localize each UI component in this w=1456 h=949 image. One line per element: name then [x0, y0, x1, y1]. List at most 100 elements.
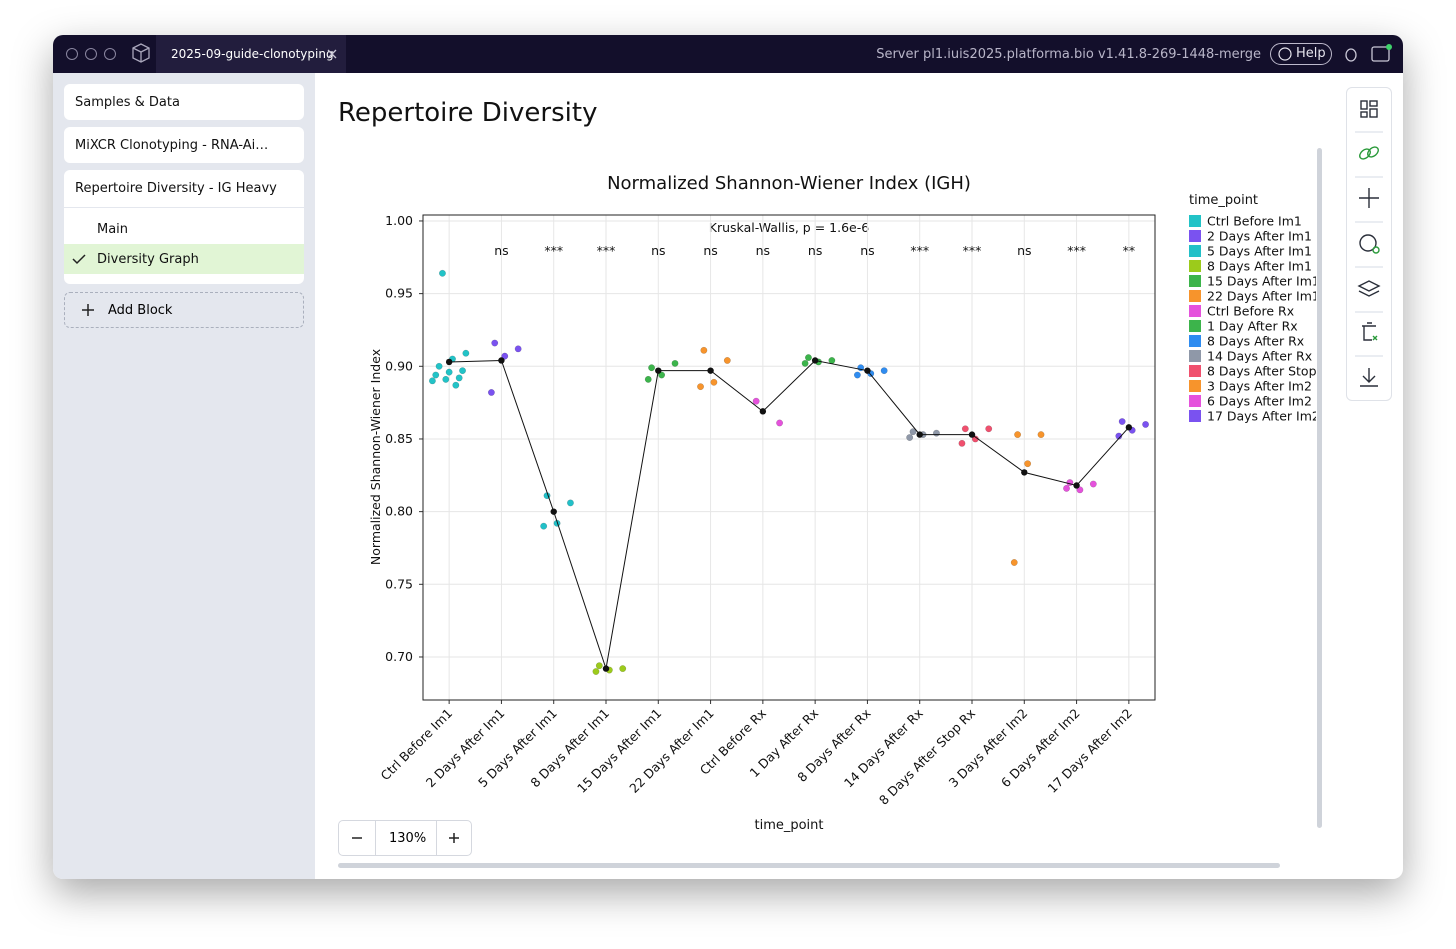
legend-label: 14 Days After Rx	[1207, 349, 1312, 364]
median-point	[811, 357, 819, 364]
minimize-button[interactable]	[85, 48, 97, 60]
horizontal-scrollbar[interactable]	[338, 863, 1280, 868]
legend-swatch	[1189, 350, 1201, 362]
data-point	[648, 364, 656, 372]
significance-label: **	[1123, 243, 1136, 258]
data-point	[432, 371, 440, 379]
data-point	[801, 359, 809, 367]
legend-label: Ctrl Before Rx	[1207, 304, 1294, 319]
data-point	[462, 349, 470, 357]
median-point	[707, 367, 714, 374]
median-point	[916, 431, 923, 438]
app-window: 2025-09-guide-clonotyping Server pl1.iui…	[53, 35, 1403, 879]
add-block-button[interactable]: Add Block	[64, 292, 304, 328]
legend-label: 8 Days After Stop Rx	[1207, 364, 1330, 379]
data-point	[566, 499, 574, 507]
chart: Normalized Shannon-Wiener Index (IGH) ti…	[368, 173, 1330, 833]
block-card[interactable]: MiXCR Clonotyping - RNA-Ai…	[64, 127, 304, 163]
data-point	[752, 397, 760, 405]
block-label: Samples & Data	[75, 95, 180, 110]
data-point	[985, 425, 993, 433]
median-point	[655, 367, 662, 374]
server-info: Server pl1.iuis2025.platforma.bio v1.41.…	[876, 47, 1261, 62]
help-label: Help	[1296, 46, 1326, 61]
data-point	[1024, 460, 1032, 468]
debug-icon[interactable]	[1345, 48, 1357, 62]
data-point	[445, 368, 453, 376]
significance-label: ns	[1017, 243, 1031, 258]
link-icon[interactable]	[1358, 145, 1380, 161]
terminal-icon[interactable]	[1371, 46, 1390, 62]
data-point	[958, 439, 966, 447]
legend-swatch	[1189, 395, 1201, 407]
help-button[interactable]: Help	[1270, 43, 1332, 65]
vertical-scrollbar[interactable]	[1317, 148, 1322, 828]
median-point	[1021, 469, 1028, 476]
data-point	[1037, 431, 1045, 439]
layout-icon[interactable]	[1360, 100, 1378, 118]
data-point	[442, 375, 450, 383]
chart-title: Normalized Shannon-Wiener Index (IGH)	[607, 173, 971, 194]
data-point	[828, 357, 836, 364]
section-link[interactable]: Main	[97, 222, 129, 237]
block-card[interactable]: Samples & Data	[64, 84, 304, 120]
median-point	[1125, 424, 1133, 431]
data-point	[540, 522, 548, 530]
download-icon[interactable]	[1360, 368, 1378, 387]
layers-icon[interactable]	[1357, 280, 1381, 297]
significance-label: ***	[963, 243, 982, 258]
significance-label: ns	[494, 243, 508, 258]
page-heading: Repertoire Diversity	[338, 98, 598, 128]
legend-label: Ctrl Before Im1	[1207, 214, 1302, 229]
x-axis-label: time_point	[754, 818, 823, 833]
sidebar: Samples & Data MiXCR Clonotyping - RNA-A…	[53, 73, 315, 879]
tab-close[interactable]	[326, 48, 338, 60]
data-point	[853, 371, 861, 379]
data-point	[619, 665, 627, 673]
data-point	[439, 269, 446, 277]
y-tick-label: 1.00	[385, 213, 413, 228]
legend-swatch	[1189, 245, 1201, 257]
delete-icon[interactable]	[1362, 322, 1378, 341]
median-point	[445, 358, 453, 366]
median-point	[1073, 482, 1080, 489]
data-point	[805, 354, 812, 362]
significance-label: ns	[703, 243, 717, 258]
significance-label: ns	[860, 243, 874, 258]
maximize-button[interactable]	[104, 48, 116, 60]
significance-label: ***	[597, 243, 616, 258]
legend-swatch	[1189, 230, 1201, 242]
legend-swatch	[1189, 305, 1201, 317]
data-point	[1076, 486, 1084, 494]
data-point	[501, 352, 509, 360]
zoom-out[interactable]	[351, 832, 363, 844]
legend-swatch	[1189, 320, 1201, 332]
data-point	[644, 375, 652, 383]
add-block-label: Add Block	[108, 303, 173, 318]
function-icon[interactable]	[1359, 234, 1380, 254]
y-tick-label: 0.90	[385, 358, 413, 373]
data-point	[700, 346, 708, 354]
data-point	[487, 389, 495, 396]
legend-swatch	[1189, 335, 1201, 347]
right-toolbar	[1346, 87, 1392, 401]
legend-swatch	[1189, 380, 1201, 392]
median-point	[498, 357, 505, 364]
zoom-level: 130%	[389, 831, 427, 846]
legend-label: 8 Days After Rx	[1207, 334, 1304, 349]
data-point	[1118, 418, 1126, 425]
close-button[interactable]	[66, 48, 78, 60]
data-point	[906, 434, 914, 441]
median-point	[864, 367, 871, 374]
legend-title: time_point	[1189, 193, 1258, 208]
selected-section[interactable]: Diversity Graph	[64, 244, 304, 274]
axes-icon[interactable]	[1359, 188, 1379, 208]
y-tick-label: 0.80	[385, 504, 413, 519]
zoom-in[interactable]	[448, 832, 460, 844]
significance-label: ns	[808, 243, 822, 258]
y-tick-label: 0.75	[385, 576, 413, 591]
tab[interactable]: 2025-09-guide-clonotyping	[156, 35, 346, 73]
data-point	[909, 428, 917, 436]
active-block-card[interactable]: Repertoire Diversity - IG Heavy Main Div…	[64, 170, 304, 284]
legend-swatch	[1189, 365, 1201, 377]
